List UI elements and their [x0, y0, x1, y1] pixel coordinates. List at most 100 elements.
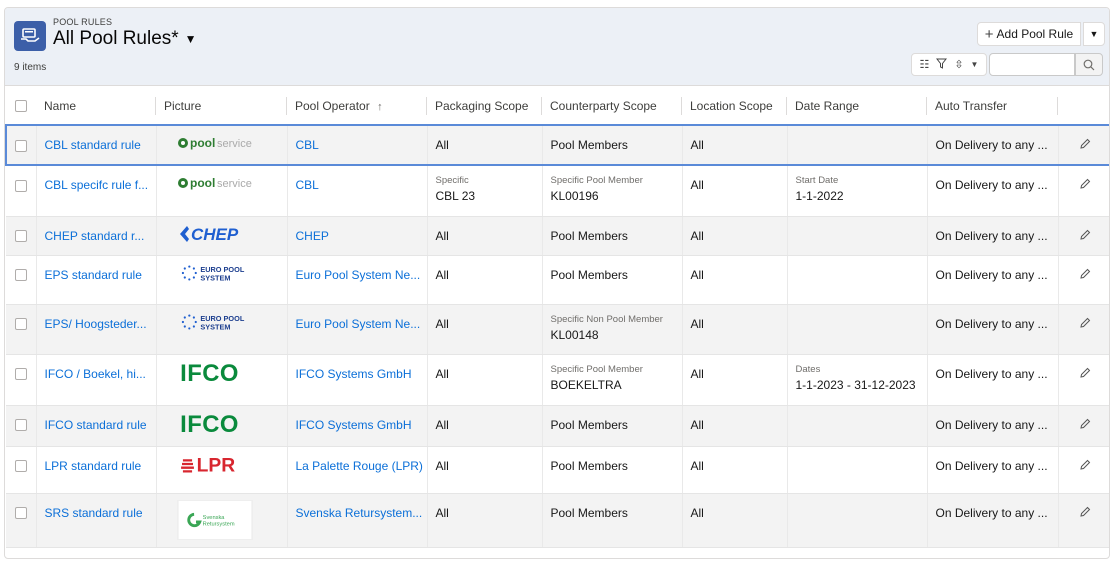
- table-row[interactable]: CBL standard rule pool service CBL All Po…: [5, 124, 1109, 166]
- column-header-date-range[interactable]: Date Range: [787, 87, 927, 126]
- display-as-table-icon[interactable]: ☷: [919, 59, 930, 71]
- auto-transfer-value: On Delivery to any ...: [935, 366, 1048, 381]
- row-checkbox[interactable]: [14, 269, 27, 282]
- column-header-pool-operator[interactable]: Pool Operator ↑: [287, 87, 427, 126]
- row-checkbox[interactable]: [14, 507, 27, 520]
- svg-text:SYSTEM: SYSTEM: [200, 322, 230, 331]
- location-scope-cell: All: [682, 255, 788, 305]
- row-checkbox[interactable]: [14, 179, 27, 192]
- pool-operator-link[interactable]: CHEP: [295, 228, 329, 243]
- table-row[interactable]: CBL specifc rule f... pool service CBL Sp…: [6, 165, 1109, 217]
- date-range-value: 1-1-2023 - 31-12-2023: [795, 377, 916, 392]
- poolservice-logo: pool service: [177, 176, 251, 190]
- column-header-auto-transfer[interactable]: Auto Transfer: [927, 87, 1058, 126]
- packaging-scope-value: All: [435, 228, 449, 243]
- row-checkbox[interactable]: [14, 460, 27, 473]
- counterparty-scope-cell: Pool Members: [542, 255, 683, 305]
- operator-cell: IFCO Systems GmbH: [287, 354, 428, 406]
- item-count: 9 items: [14, 62, 47, 73]
- rule-name-link[interactable]: EPS standard rule: [44, 267, 142, 282]
- chevron-down-icon: ▼: [1089, 29, 1099, 39]
- pool-operator-link[interactable]: Euro Pool System Ne...: [295, 267, 421, 282]
- list-view-title[interactable]: All Pool Rules* ▼: [53, 28, 197, 50]
- packaging-scope-cell: All: [427, 446, 543, 494]
- filter-icon[interactable]: [936, 58, 948, 72]
- column-label: Counterparty Scope: [550, 98, 657, 113]
- pool-operator-link[interactable]: CBL: [295, 138, 319, 152]
- column-header-counterparty-scope[interactable]: Counterparty Scope: [542, 87, 682, 126]
- packaging-scope-cell: Specific CBL 23: [427, 165, 543, 217]
- search-input[interactable]: [989, 53, 1075, 76]
- location-scope-value: All: [690, 178, 704, 192]
- pool-operator-link[interactable]: La Palette Rouge (LPR): [295, 458, 423, 473]
- counterparty-scope-value: Pool Members: [550, 505, 628, 520]
- column-label: Name: [44, 98, 77, 113]
- caret-down-icon[interactable]: ▼: [184, 32, 197, 46]
- list-object-icon: [14, 21, 46, 51]
- name-cell: CBL standard rule: [36, 124, 157, 166]
- pencil-icon[interactable]: [1079, 459, 1091, 474]
- select-all-checkbox[interactable]: [15, 100, 27, 113]
- column-header-name[interactable]: Name: [36, 87, 156, 126]
- name-cell: CBL specifc rule f...: [36, 165, 157, 217]
- table-row[interactable]: EPS standard rule EURO POOL SYSTEM Euro P…: [6, 255, 1109, 305]
- packaging-scope-cell: All: [427, 304, 543, 355]
- row-checkbox[interactable]: [14, 419, 27, 432]
- row-checkbox[interactable]: [14, 318, 27, 331]
- location-scope-cell: All: [682, 124, 788, 166]
- row-checkbox[interactable]: [15, 139, 28, 152]
- rule-name-link[interactable]: CBL specifc rule f...: [44, 178, 149, 192]
- date-range-value: 1-1-2022: [795, 189, 844, 203]
- table-row[interactable]: IFCO standard rule IFCO IFCO Systems Gmb…: [6, 405, 1109, 447]
- column-header-packaging-scope[interactable]: Packaging Scope: [427, 87, 542, 126]
- auto-transfer-cell: On Delivery to any ...: [927, 165, 1059, 217]
- pencil-icon[interactable]: [1079, 367, 1091, 382]
- pool-operator-link[interactable]: CBL: [295, 178, 319, 192]
- table-row[interactable]: SRS standard rule Svenska Retursystem Sve…: [6, 493, 1109, 548]
- pencil-icon[interactable]: [1079, 418, 1091, 433]
- pencil-icon[interactable]: [1079, 268, 1091, 283]
- search-button[interactable]: [1075, 53, 1103, 76]
- rule-name-link[interactable]: IFCO standard rule: [44, 417, 147, 432]
- location-scope-value: All: [690, 267, 704, 282]
- pencil-icon[interactable]: [1079, 229, 1091, 244]
- location-scope-cell: All: [682, 405, 788, 447]
- row-checkbox[interactable]: [14, 230, 27, 243]
- pencil-icon[interactable]: [1079, 317, 1091, 332]
- rule-name-link[interactable]: EPS/ Hoogsteder...: [44, 316, 147, 331]
- pencil-icon[interactable]: [1079, 506, 1091, 521]
- rule-name-link[interactable]: CHEP standard r...: [44, 228, 145, 243]
- pool-operator-link[interactable]: IFCO Systems GmbH: [295, 366, 412, 381]
- pencil-icon[interactable]: [1079, 178, 1091, 193]
- row-select-cell: [6, 354, 37, 406]
- auto-transfer-value: On Delivery to any ...: [935, 178, 1048, 192]
- column-header-location-scope[interactable]: Location Scope: [682, 87, 787, 126]
- add-pool-rule-button[interactable]: + Add Pool Rule: [977, 22, 1081, 46]
- rule-name-link[interactable]: IFCO / Boekel, hi...: [44, 366, 146, 381]
- picture-cell: IFCO: [156, 354, 288, 406]
- table-row[interactable]: LPR standard rule LPR La Palette Rouge (…: [6, 446, 1109, 494]
- packaging-scope-cell: All: [427, 493, 543, 548]
- pool-operator-link[interactable]: IFCO Systems GmbH: [295, 417, 412, 432]
- svg-text:SYSTEM: SYSTEM: [200, 273, 230, 282]
- column-header-picture[interactable]: Picture: [156, 87, 287, 126]
- edit-cell: [1058, 255, 1109, 305]
- table-row[interactable]: CHEP standard r... CHEP CHEP All Pool Me…: [6, 216, 1109, 256]
- column-header-actions: [1058, 87, 1109, 126]
- more-actions-button[interactable]: ▼: [1083, 22, 1105, 46]
- row-checkbox[interactable]: [14, 368, 27, 381]
- table-row[interactable]: EPS/ Hoogsteder... EURO POOL SYSTEM Euro …: [6, 304, 1109, 355]
- dropdown-caret-icon[interactable]: ▼: [970, 60, 979, 69]
- pool-operator-link[interactable]: Svenska Retursystem...: [295, 505, 423, 520]
- date-range-cell: [787, 493, 928, 548]
- pencil-icon[interactable]: [1079, 138, 1091, 153]
- column-label: Date Range: [795, 98, 860, 113]
- pool-operator-link[interactable]: Euro Pool System Ne...: [295, 316, 421, 331]
- sort-icon[interactable]: ⇳: [954, 59, 964, 71]
- rule-name-link[interactable]: LPR standard rule: [44, 458, 142, 473]
- location-scope-cell: All: [682, 354, 788, 406]
- rule-name-link[interactable]: SRS standard rule: [44, 505, 143, 520]
- rule-name-link[interactable]: CBL standard rule: [44, 138, 141, 152]
- packaging-scope-value: All: [435, 458, 449, 473]
- table-row[interactable]: IFCO / Boekel, hi... IFCO IFCO Systems G…: [6, 354, 1109, 406]
